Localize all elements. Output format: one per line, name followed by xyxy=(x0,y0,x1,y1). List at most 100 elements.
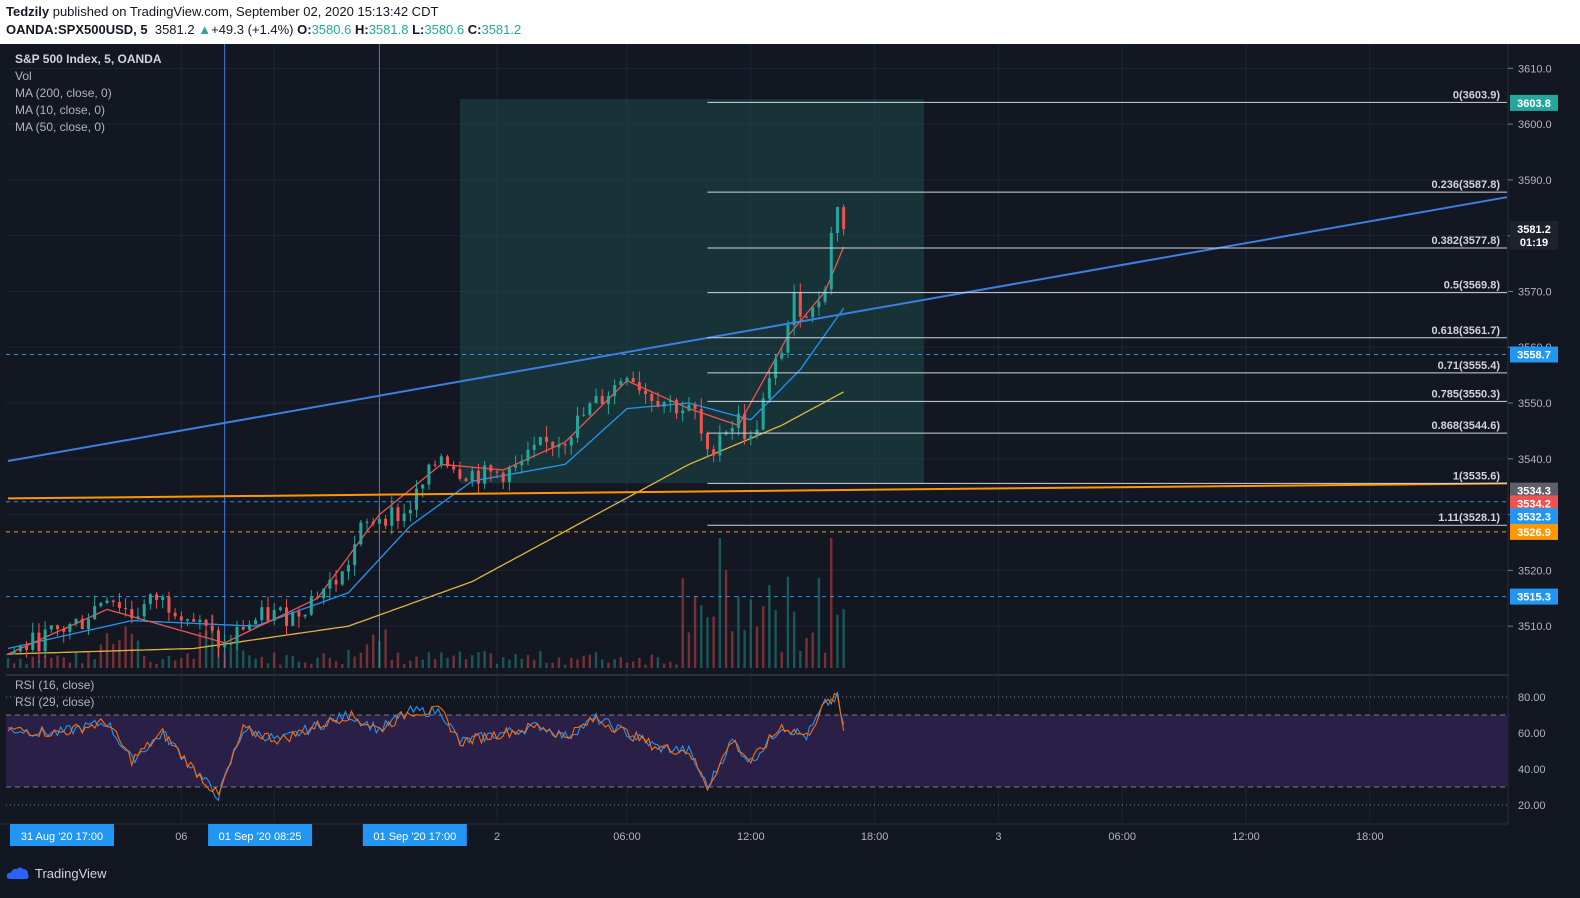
candle-body-43 xyxy=(272,610,276,621)
volume-bar-83 xyxy=(520,658,523,668)
candle-body-72 xyxy=(452,466,456,470)
volume-bar-80 xyxy=(502,657,505,668)
candle-body-5 xyxy=(37,632,41,652)
volume-bar-99 xyxy=(619,657,623,668)
volume-bar-3 xyxy=(25,663,28,668)
candle-body-19 xyxy=(124,608,128,610)
volume-bar-71 xyxy=(446,658,449,668)
candle-body-41 xyxy=(260,607,264,621)
volume-bar-25 xyxy=(161,659,164,668)
candle-body-74 xyxy=(464,478,468,481)
date-badge-1: 01 Sep '20 08:25 xyxy=(219,831,302,843)
time-tick-5: 18:00 xyxy=(861,831,889,843)
price-tag-bg-8 xyxy=(1510,588,1558,605)
legend-ma10[interactable]: MA (10, close, 0) xyxy=(15,103,106,117)
candle-body-95 xyxy=(594,395,598,404)
symbol-label[interactable]: OANDA:SPX500USD, 5 xyxy=(6,22,148,37)
volume-bar-85 xyxy=(532,659,536,668)
candle-body-35 xyxy=(223,644,227,648)
candle-body-62 xyxy=(390,507,394,526)
open-label: O: xyxy=(297,22,312,37)
time-tick-3: 06:00 xyxy=(613,831,641,843)
low-label: L: xyxy=(412,22,425,37)
volume-bar-17 xyxy=(112,644,115,668)
volume-bar-102 xyxy=(638,657,641,668)
candle-body-64 xyxy=(402,513,406,522)
volume-bar-31 xyxy=(198,631,202,668)
volume-bar-12 xyxy=(81,663,84,668)
price-chart[interactable]: 0(3603.9) 0.236(3587.8) 0.382(3577.8) 0.5(3… xyxy=(0,44,1580,856)
rsi-tick-2: 40.00 xyxy=(1518,764,1546,776)
candle-body-4 xyxy=(31,632,35,651)
volume-bar-98 xyxy=(613,659,616,668)
legend-title[interactable]: S&P 500 Index, 5, OANDA xyxy=(15,52,162,66)
legend-ma50[interactable]: MA (50, close, 0) xyxy=(15,120,106,134)
volume-bar-19 xyxy=(124,626,127,668)
rsi16-line xyxy=(7,692,845,796)
volume-bar-75 xyxy=(471,655,474,668)
candle-body-81 xyxy=(507,467,511,482)
fib-retracement[interactable]: 0(3603.9) 0.236(3587.8) 0.382(3577.8) 0.5(3… xyxy=(707,89,1507,526)
candle-body-58 xyxy=(365,521,369,523)
legend-rsi16[interactable]: RSI (16, close) xyxy=(15,678,95,692)
candle-body-118 xyxy=(736,413,740,429)
candle-body-101 xyxy=(631,378,635,383)
ma200-line xyxy=(7,391,844,655)
candle-body-131 xyxy=(817,301,821,308)
price-tag-7: 3526.9 xyxy=(1517,527,1551,539)
volume-bar-0 xyxy=(6,658,10,668)
volume-bar-56 xyxy=(353,656,356,668)
price-tag-bg-4 xyxy=(1510,482,1558,499)
candle-body-24 xyxy=(155,594,159,601)
trend-line xyxy=(7,196,1508,463)
volume-bar-26 xyxy=(167,655,171,668)
price-tag-5: 3534.2 xyxy=(1517,498,1551,510)
candle-body-67 xyxy=(421,484,425,489)
legend-ma200[interactable]: MA (200, close, 0) xyxy=(15,86,112,100)
candle-body-126 xyxy=(786,325,790,353)
candle-body-53 xyxy=(334,579,338,585)
candle-body-84 xyxy=(526,449,530,461)
candle-body-6 xyxy=(43,629,47,652)
candle-body-54 xyxy=(340,571,344,585)
volume-bar-129 xyxy=(805,637,808,668)
volume-bar-63 xyxy=(396,652,400,668)
candle-body-129 xyxy=(805,316,809,318)
time-axis[interactable]: 0612:00206:0012:0018:00306:0012:0018:003… xyxy=(0,823,1580,854)
candle-body-82 xyxy=(514,465,518,468)
candle-body-119 xyxy=(743,413,747,440)
legend-rsi29[interactable]: RSI (29, close) xyxy=(15,695,95,709)
tradingview-logo[interactable]: TradingView xyxy=(6,865,107,881)
volume-bar-77 xyxy=(483,651,486,668)
volume-bar-6 xyxy=(43,655,47,668)
candle-body-94 xyxy=(588,403,592,415)
volume-bar-24 xyxy=(155,663,158,668)
candle-body-107 xyxy=(668,399,672,403)
volume-bar-103 xyxy=(644,664,647,668)
time-tick-7: 06:00 xyxy=(1108,831,1136,843)
candle-body-104 xyxy=(650,394,654,401)
price-axis[interactable]: 3610.03600.03590.03580.03570.03560.03550… xyxy=(1507,44,1580,834)
candle-body-39 xyxy=(247,624,251,630)
candle-body-42 xyxy=(266,607,270,621)
volume-bar-62 xyxy=(390,659,393,668)
volume-bar-47 xyxy=(297,661,301,668)
author-name[interactable]: Tedzily xyxy=(6,4,50,19)
volume-bar-18 xyxy=(118,640,121,668)
volume-bar-110 xyxy=(687,632,691,668)
candle-body-45 xyxy=(285,607,289,626)
volume-bar-36 xyxy=(229,646,233,668)
volume-bar-105 xyxy=(656,657,660,668)
candle-body-20 xyxy=(130,609,134,619)
volume-bar-112 xyxy=(700,605,703,668)
candle-body-56 xyxy=(353,544,357,565)
legend-vol[interactable]: Vol xyxy=(15,69,32,83)
candle-body-1 xyxy=(12,651,16,655)
volume-bar-135 xyxy=(842,609,845,668)
up-arrow-icon: ▲ xyxy=(198,22,212,37)
candle-body-133 xyxy=(829,233,833,290)
drawings[interactable] xyxy=(7,196,1508,500)
fib-label-2: 0.382(3577.8) xyxy=(1432,235,1501,247)
candle-body-79 xyxy=(495,471,499,473)
volume-bar-119 xyxy=(743,630,746,668)
